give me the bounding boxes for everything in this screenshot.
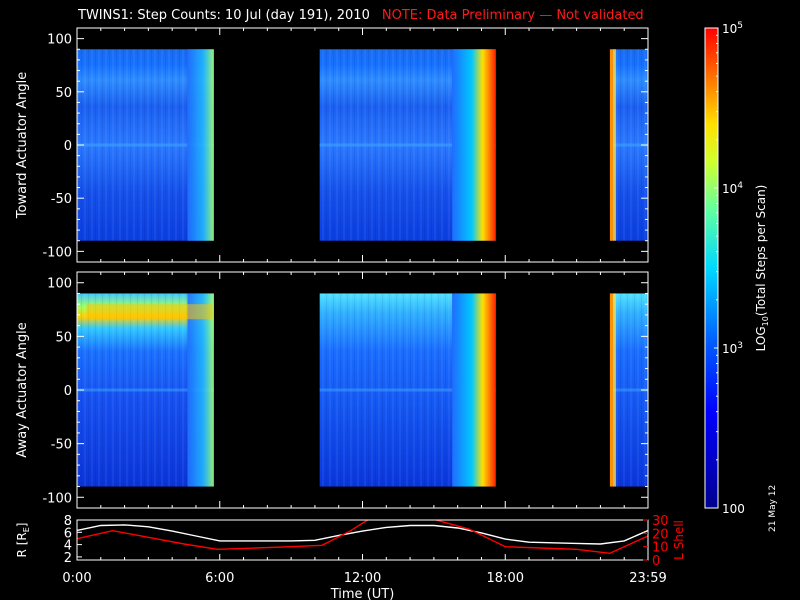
toward-ytick-label: -50 [51,192,72,207]
toward-edge-glow-2 [452,49,496,241]
toward-ytick-label: 0 [64,139,72,154]
away-high-angle-band [86,304,213,320]
toward-ytick-label: 100 [47,33,72,48]
colorbar-tick-exponent: 3 [737,341,743,351]
colorbar-tick-base: 100 [722,502,745,516]
colorbar-label: LOG10(Total Steps per Scan) [754,185,770,352]
creation-date-label: 21 May 12 [768,484,778,532]
colorbar-tick-base: 10 [722,182,737,196]
colorbar [704,27,719,509]
colorbar-label-main: LOG [754,326,768,351]
preliminary-note: NOTE: Data Preliminary — Not validated [381,8,644,23]
toward-edge-glow-3 [609,49,613,241]
l-shell-line [77,520,648,555]
away-zero-angle-band [319,388,496,392]
away-ytick-label: -100 [42,491,72,506]
chart-title: TWINS1: Step Counts: 10 Jul (day 191), 2… [78,8,370,23]
colorbar-tick-label: 104 [722,181,743,196]
ephem-ytick-left-label: 6 [64,526,72,541]
colorbar-label-sub: 10 [761,316,770,326]
colorbar-tick-label: 105 [722,21,743,36]
radial-distance-axis-label-close: ] [15,523,29,528]
toward-ylabel: Toward Actuator Angle [15,72,30,219]
away-edge-glow-3 [609,293,613,487]
ephem-ytick-right-label: 0 [652,554,660,569]
toward-edge-glow-1 [187,49,214,241]
time-tick-label: 18:00 [487,571,524,586]
colorbar-tick-label: 103 [722,341,743,356]
time-tick-label: 0:00 [62,571,91,586]
colorbar-tick-label: 100 [722,502,745,516]
colorbar-tick-base: 10 [722,342,737,356]
away-zero-angle-band [609,388,648,392]
toward-ytick-label: 50 [55,86,72,101]
away-edge-glow-2 [452,293,496,487]
l-shell-axis-label: L Shell [672,520,686,560]
away-ytick-label: 0 [64,384,72,399]
time-tick-label: 23:59 [629,571,666,586]
ephem-ytick-right-label: 20 [652,527,669,542]
colorbar-label-rest: (Total Steps per Scan) [754,185,768,317]
away-ytick-label: 100 [47,277,72,292]
radial-distance-axis-label-main: R [R [15,532,29,557]
time-axis-label: Time (UT) [330,587,395,600]
chart-title-line: TWINS1: Step Counts: 10 Jul (day 191), 2… [78,8,644,23]
ephem-ytick-left-label: 4 [64,539,72,554]
away-ytick-label: 50 [55,330,72,345]
ephem-ytick-right-label: 30 [652,514,669,529]
radial-distance-axis-label: R [RE] [15,523,31,558]
ephem-ytick-left-label: 2 [64,551,72,566]
toward-edge-glow-3b [612,49,616,241]
away-edge-glow-1 [187,293,214,487]
away-edge-glow-3b [612,293,616,487]
toward-zero-angle-band [609,143,648,147]
time-tick-label: 12:00 [344,571,381,586]
toward-ytick-label: -100 [42,245,72,260]
away-zero-angle-band [77,388,214,392]
ephem-ytick-left-label: 8 [64,514,72,529]
colorbar-tick-exponent: 5 [737,21,743,31]
radial-distance-axis-label-sub: E [22,527,31,532]
toward-zero-angle-band [77,143,214,147]
radial-distance-line [77,524,648,545]
colorbar-tick-base: 10 [722,22,737,36]
toward-zero-angle-band [319,143,496,147]
ephem-ytick-right-label: 10 [652,541,669,556]
away-ytick-label: -50 [51,438,72,453]
away-ylabel: Away Actuator Angle [15,322,30,457]
time-tick-label: 6:00 [205,571,234,586]
panels-layer [77,27,719,555]
colorbar-tick-exponent: 4 [737,181,743,191]
